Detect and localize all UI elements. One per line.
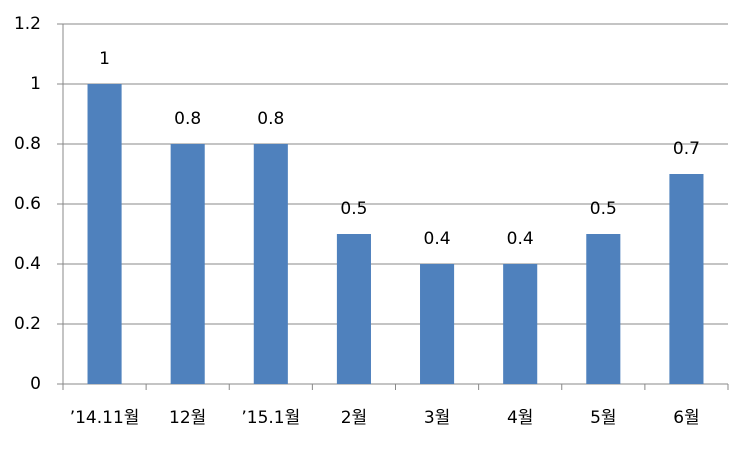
x-tick-label: 5월 [590,408,616,428]
bar [170,144,205,384]
y-tick-label: 0 [30,374,41,394]
x-tick-label: ’14.11월 [70,408,140,428]
bar [253,144,288,384]
x-tick-label: 12월 [169,408,206,428]
data-label: 0.7 [673,139,700,159]
bar [87,84,122,384]
data-label: 0.4 [424,229,451,249]
data-label: 1 [99,49,110,69]
x-tick-label: 3월 [424,408,450,428]
bar [669,174,704,384]
x-tick-label: 6월 [673,408,699,428]
y-tick-label: 0.8 [14,134,41,154]
y-tick-label: 0.4 [14,254,41,274]
bar [586,234,621,384]
data-label: 0.8 [174,109,201,129]
data-label: 0.4 [507,229,534,249]
x-tick-label: 2월 [341,408,367,428]
y-tick-label: 1 [30,74,41,94]
y-tick-label: 1.2 [14,14,41,34]
bar [336,234,371,384]
x-tick-label: 4월 [507,408,533,428]
data-label: 0.8 [257,109,284,129]
x-tick-label: ’15.1월 [241,408,300,428]
y-tick-label: 0.6 [14,194,41,214]
y-tick-label: 0.2 [14,314,41,334]
data-label: 0.5 [590,199,617,219]
bar [420,264,455,384]
data-label: 0.5 [340,199,367,219]
bar [503,264,538,384]
